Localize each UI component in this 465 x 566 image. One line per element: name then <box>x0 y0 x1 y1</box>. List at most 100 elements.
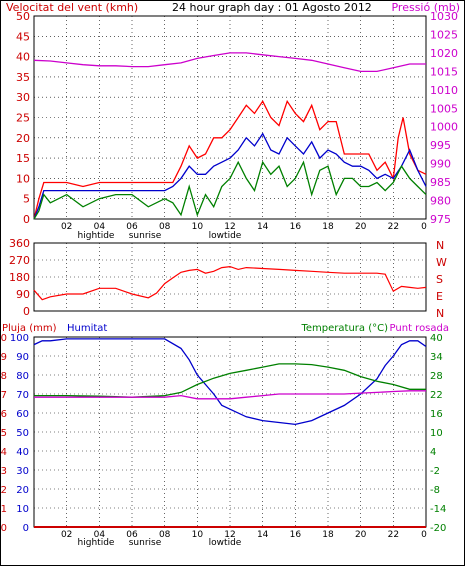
x-tick-02: 02 <box>61 222 72 232</box>
pressure-tick-995: 995 <box>430 139 451 152</box>
temp-tick-22: 22 <box>430 390 443 401</box>
green-series-line <box>33 160 427 220</box>
pressure-tick-1015: 1015 <box>430 65 458 78</box>
rain-tick-3: 3 <box>1 466 7 477</box>
sunrise-label: sunrise <box>129 231 162 241</box>
pressure-tick-1025: 1025 <box>430 28 458 41</box>
wind-tick-20: 20 <box>16 132 30 145</box>
panel1-x-ticks: 02 04 06 08 10 12 14 16 18 20 22 0 <box>61 222 427 232</box>
x-tick-10: 10 <box>192 222 204 232</box>
direction-tick-360: 360 <box>9 237 30 250</box>
humidity-tick-100: 100 <box>10 333 29 344</box>
lowtide-label: lowtide <box>209 231 242 241</box>
panel1-tide-labels: hightide sunrise lowtide <box>78 231 242 241</box>
hightide-label: hightide <box>78 538 115 548</box>
panel1-left-ticks: 0 5 10 15 20 25 30 35 40 45 50 <box>16 10 30 226</box>
rain-tick-5: 5 <box>1 428 7 439</box>
rain-tick-8: 8 <box>1 371 7 382</box>
rain-tick-9: 9 <box>1 352 7 363</box>
x-tick-16: 16 <box>290 222 302 232</box>
rain-tick-7: 7 <box>1 390 7 401</box>
x-tick-22: 22 <box>388 530 399 540</box>
pressure-tick-985: 985 <box>430 176 451 189</box>
humidity-tick-20: 20 <box>16 485 29 496</box>
x-tick-02: 02 <box>61 530 72 540</box>
wind-tick-5: 5 <box>23 193 30 206</box>
x-tick-22: 22 <box>388 222 399 232</box>
x-tick-14: 14 <box>257 222 269 232</box>
compass-N-0: N <box>436 239 444 252</box>
x-tick-04: 04 <box>94 222 106 232</box>
pressure-tick-1020: 1020 <box>430 47 458 60</box>
temp-tick-4: 4 <box>430 447 436 458</box>
blue-series-line <box>33 132 427 220</box>
red-series-line <box>33 99 427 220</box>
wind-tick-30: 30 <box>16 91 30 104</box>
humidity-tick-80: 80 <box>16 371 29 382</box>
humidity-tick-10: 10 <box>16 504 29 515</box>
pressure-tick-1005: 1005 <box>430 102 458 115</box>
humidity-tick-0: 0 <box>23 523 29 534</box>
rain-tick-4: 4 <box>1 447 7 458</box>
lowtide-label: lowtide <box>209 538 242 548</box>
panel1-right-ticks: 975 980 985 990 995 1000 1005 1010 1015 1020 1025 1… <box>430 10 458 226</box>
x-tick-0: 0 <box>421 222 427 232</box>
rain-tick-2: 2 <box>1 485 7 496</box>
wind-tick-25: 25 <box>16 112 30 125</box>
panel3-humidity-ticks: 0 10 20 30 40 50 60 70 80 90 100 <box>10 333 29 534</box>
wind-tick-0: 0 <box>23 213 30 226</box>
x-tick-04: 04 <box>94 530 106 540</box>
temp-tick-34: 34 <box>430 352 443 363</box>
wind-tick-45: 45 <box>16 30 30 43</box>
x-tick-08: 08 <box>159 530 171 540</box>
graph-title: 24 hour graph day : 01 Agosto 2012 <box>172 1 372 14</box>
temp-tick--8: -8 <box>430 485 440 496</box>
rain-tick-6: 6 <box>1 409 7 420</box>
pressure-tick-1010: 1010 <box>430 84 458 97</box>
rain-tick-10: 10 <box>0 333 7 344</box>
compass-W-1: W <box>436 256 447 269</box>
punt-rosada-line <box>34 390 426 400</box>
wind-tick-40: 40 <box>16 51 30 64</box>
pressure-axis-title: Pressió (mb) <box>391 1 460 14</box>
panel2-series <box>33 265 427 301</box>
temp-tick--14: -14 <box>430 504 446 515</box>
humidity-tick-90: 90 <box>16 352 29 363</box>
temp-tick-10: 10 <box>430 428 443 439</box>
direction-tick-90: 90 <box>16 288 30 301</box>
direction-tick-270: 270 <box>9 254 30 267</box>
panel2-grid <box>34 243 426 311</box>
rain-axis-title: Pluja (mm) <box>2 323 57 334</box>
pressure-tick-980: 980 <box>430 195 451 208</box>
panel3-temp-ticks: -20 -14 -8 -2 4 10 16 22 28 34 40 <box>430 333 446 534</box>
x-tick-12: 12 <box>224 222 235 232</box>
panel2-left-ticks: 0 90 180 270 360 <box>9 237 30 318</box>
sunrise-label: sunrise <box>129 538 162 548</box>
wind-tick-50: 50 <box>16 10 30 23</box>
x-tick-06: 06 <box>126 530 138 540</box>
x-tick-12: 12 <box>224 530 235 540</box>
x-tick-20: 20 <box>355 222 367 232</box>
compass-E-3: E <box>436 290 443 303</box>
wind-tick-10: 10 <box>16 172 30 185</box>
x-tick-20: 20 <box>355 530 367 540</box>
panel3-rain-ticks: 0 1 2 3 4 5 6 7 8 9 10 <box>0 333 7 534</box>
compass-S-2: S <box>436 273 443 286</box>
temp-tick-28: 28 <box>430 371 443 382</box>
x-tick-06: 06 <box>126 222 138 232</box>
humidity-tick-70: 70 <box>16 390 29 401</box>
temp-tick--20: -20 <box>430 523 446 534</box>
panel3-tide-labels: hightide sunrise lowtide <box>78 538 242 548</box>
pressure-tick-990: 990 <box>430 158 451 171</box>
rain-tick-1: 1 <box>1 504 7 515</box>
pressure-tick-1000: 1000 <box>430 121 458 134</box>
x-tick-0: 0 <box>421 530 427 540</box>
x-tick-18: 18 <box>322 222 334 232</box>
wind-direction-line <box>33 265 427 301</box>
temperature-axis-title: Temperatura (°C) <box>300 323 388 334</box>
